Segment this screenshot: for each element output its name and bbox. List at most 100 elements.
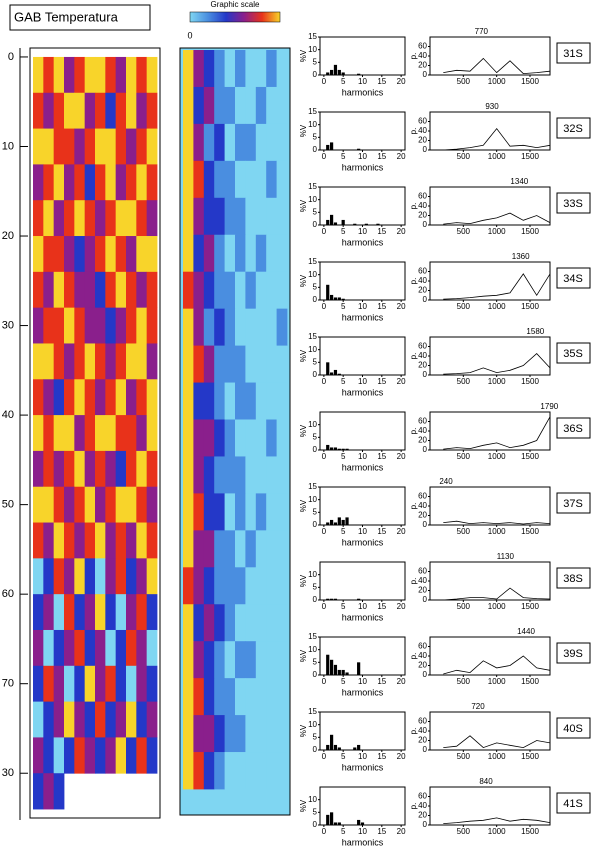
x-tick-label: 1000 [488, 827, 506, 836]
bar [333, 64, 338, 75]
bar-chart-frame [319, 486, 406, 526]
y-tick-label: 0 [423, 220, 428, 229]
heatmap-cell [84, 450, 96, 488]
heatmap-cell [245, 493, 257, 531]
y-tick-label: 40 [418, 276, 427, 285]
bar [329, 142, 334, 150]
heatmap-cell [255, 419, 267, 457]
heatmap-cell [64, 558, 75, 595]
y-tick-label: 20 [418, 586, 427, 595]
heatmap-cell [84, 522, 96, 559]
bar [329, 734, 334, 750]
heatmap-cell [235, 345, 246, 383]
heatmap-cell [245, 456, 257, 494]
y-axis-label: %V [299, 199, 308, 212]
heatmap-cell [146, 92, 158, 129]
heatmap-cell [276, 123, 288, 162]
heatmap-cell [126, 450, 137, 488]
heatmap-cell [53, 737, 65, 774]
heatmap-cell [146, 128, 158, 165]
station-label: 33S [563, 198, 583, 210]
heatmap-cell [266, 419, 277, 457]
x-tick-label: 10 [358, 527, 367, 536]
heatmap-cell [235, 530, 246, 568]
heatmap-cell [255, 530, 267, 568]
bar [326, 814, 330, 825]
heatmap-cell [203, 234, 215, 273]
heatmap-cell [95, 629, 106, 667]
heatmap-cell [64, 629, 75, 667]
heatmap-cell [214, 160, 225, 199]
bar [341, 219, 345, 225]
heatmap-cell [214, 308, 225, 346]
heatmap-cell [105, 343, 117, 380]
heatmap-cell [136, 128, 148, 165]
x-tick-label: 15 [377, 227, 386, 236]
line-chart-frame [429, 111, 551, 151]
heatmap-cell [136, 450, 148, 488]
heatmap-cell [183, 86, 194, 125]
x-tick-label: 1500 [521, 602, 539, 611]
y-tick-label: 40 [418, 351, 427, 360]
heatmap-cell [245, 86, 257, 125]
heatmap-cell [235, 715, 246, 753]
bar [341, 72, 345, 75]
x-tick-label: 1500 [521, 677, 539, 686]
heatmap-cell [53, 701, 65, 738]
heatmap-cell [136, 629, 148, 667]
y-tick-label: 20 [418, 511, 427, 520]
x-tick-label: 500 [457, 677, 471, 686]
heatmap-cell [33, 236, 44, 273]
y-axis-label: %V [299, 349, 308, 362]
y-axis-label: %V [299, 49, 308, 62]
heatmap-cell [74, 737, 86, 774]
bar [357, 73, 361, 75]
heatmap-cell [193, 271, 205, 310]
bar [329, 69, 334, 75]
bar [326, 219, 330, 225]
y-tick-label: 20 [418, 436, 427, 445]
heatmap-cell [193, 234, 205, 273]
heatmap-cell [126, 307, 137, 344]
heatmap-cell [276, 382, 288, 420]
heatmap-cell [203, 271, 215, 310]
x-tick-label: 1000 [488, 602, 506, 611]
heatmap-cell [84, 737, 96, 774]
bar-chart-frame [319, 36, 406, 76]
peak-label: 720 [471, 702, 485, 711]
heatmap-cell [266, 160, 277, 199]
y-tick-label: 20 [418, 736, 427, 745]
heatmap-cell [95, 379, 106, 416]
station-label: 34S [563, 273, 583, 285]
heatmap-cell [146, 343, 158, 380]
station-box [556, 267, 591, 289]
x-tick-label: 0 [322, 227, 327, 236]
heatmap-cell [84, 558, 96, 595]
heatmap-cell [74, 558, 86, 595]
x-axis-label: harmonics [342, 312, 384, 322]
bar [329, 598, 334, 600]
bar [357, 148, 361, 150]
heatmap-cell [126, 164, 137, 201]
station-box [556, 567, 591, 589]
y-axis-label: p. [409, 203, 418, 210]
heatmap-cell [126, 665, 137, 703]
station-box [556, 342, 591, 364]
heatmap-cell [193, 123, 205, 162]
spectrum-line [443, 735, 551, 749]
heatmap-cell [266, 493, 277, 531]
heatmap-cell [84, 307, 96, 344]
x-tick-label: 0 [322, 677, 327, 686]
x-tick-label: 15 [377, 302, 386, 311]
x-tick-label: 20 [397, 152, 406, 161]
heatmap-cell [183, 345, 194, 383]
heatmap-cell [224, 86, 236, 125]
heatmap-cell [33, 773, 44, 810]
heatmap-cell [255, 50, 267, 88]
bar [337, 517, 341, 525]
y-tick-label: 60 [418, 117, 427, 126]
heatmap-cell [224, 715, 236, 753]
heatmap-cell [84, 271, 96, 309]
x-tick-label: 20 [397, 377, 406, 386]
x-tick-label: 10 [358, 302, 367, 311]
